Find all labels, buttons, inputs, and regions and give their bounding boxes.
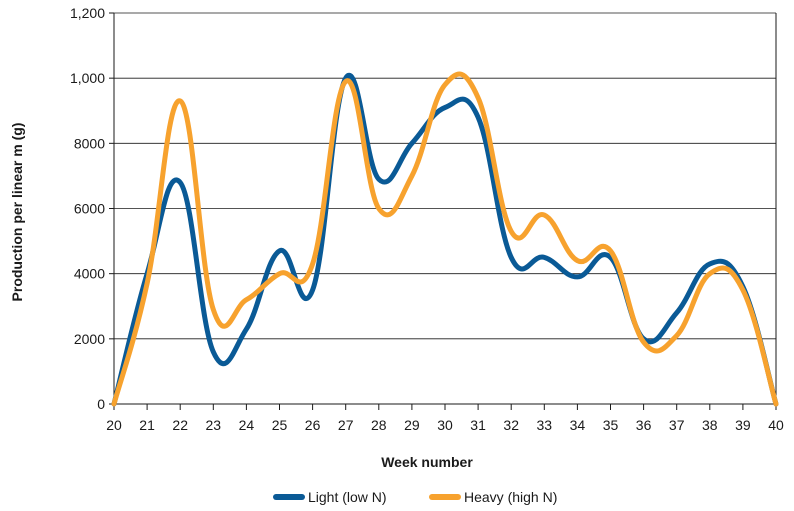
x-tick-label-19: 39: [735, 417, 751, 433]
x-tick-label-13: 33: [537, 417, 553, 433]
x-tick-label-14: 34: [570, 417, 586, 433]
legend-label-light: Light (low N): [308, 489, 387, 505]
x-tick-label-11: 31: [470, 417, 486, 433]
x-tick-label-12: 32: [503, 417, 519, 433]
legend: Light (low N) Heavy (high N): [273, 489, 557, 505]
x-tick-label-8: 28: [371, 417, 387, 433]
y-tick-label-2: 4000: [74, 266, 105, 282]
x-tick-label-16: 36: [636, 417, 652, 433]
grid-lines: [114, 12, 776, 340]
y-tick-label-6: 1,200: [70, 5, 105, 21]
y-tick-label-3: 6000: [74, 201, 105, 217]
x-tick-label-5: 25: [272, 417, 288, 433]
x-tick-label-10: 30: [437, 417, 453, 433]
x-tick-label-2: 22: [172, 417, 188, 433]
x-tick-label-6: 26: [305, 417, 321, 433]
x-tick-label-15: 35: [603, 417, 619, 433]
y-tick-label-0: 0: [97, 396, 105, 412]
y-tick-label-5: 1,000: [70, 70, 105, 86]
x-tick-label-18: 38: [702, 417, 718, 433]
x-tick-label-17: 37: [669, 417, 685, 433]
x-tick-label-9: 29: [404, 417, 420, 433]
x-tick-label-4: 24: [239, 417, 255, 433]
series-lines: [111, 71, 779, 407]
axes: [109, 12, 777, 410]
y-tick-label-4: 8000: [74, 135, 105, 151]
x-tick-label-7: 27: [338, 417, 354, 433]
x-axis-title: Week number: [381, 454, 473, 470]
x-tick-label-0: 20: [106, 417, 122, 433]
x-tick-label-1: 21: [139, 417, 155, 433]
series-line-light: [111, 72, 779, 407]
tick-labels: 0 2000 4000 6000 8000 1,000 1,200 20 21 22 23 24 25 2…: [70, 5, 784, 433]
y-axis-title: Production per linear m (g): [9, 123, 25, 302]
x-tick-label-3: 23: [206, 417, 222, 433]
series-line-heavy: [111, 71, 779, 407]
x-tick-label-20: 40: [768, 417, 784, 433]
y-tick-label-1: 2000: [74, 331, 105, 347]
legend-label-heavy: Heavy (high N): [464, 489, 557, 505]
